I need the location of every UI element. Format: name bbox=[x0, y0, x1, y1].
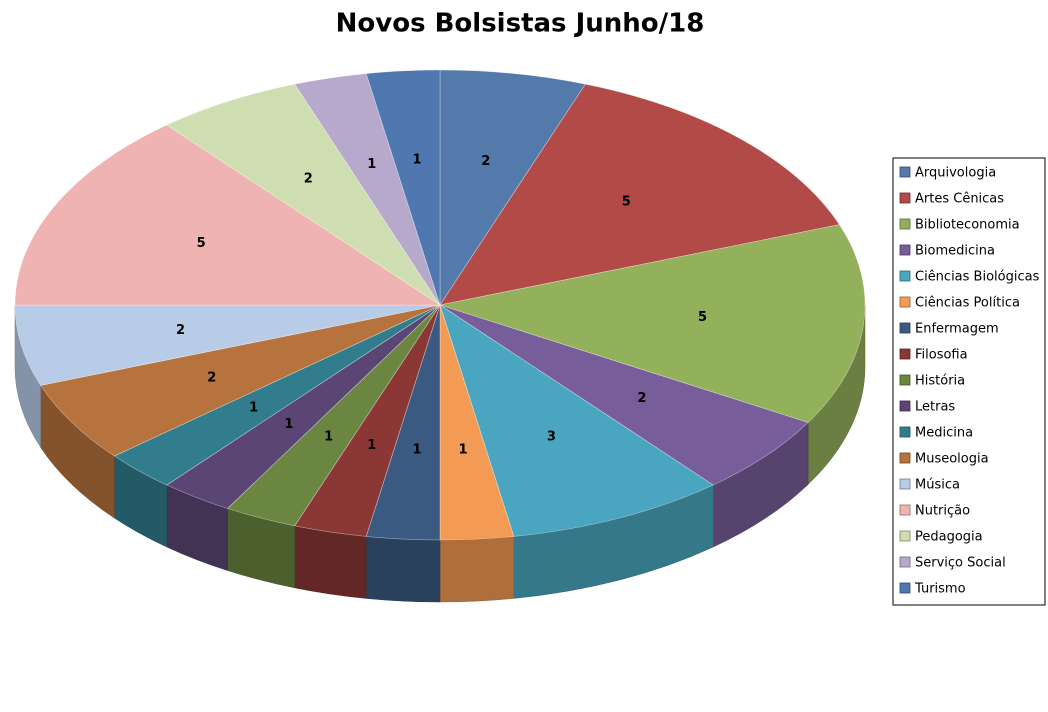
data-label: 3 bbox=[547, 430, 556, 445]
slice bbox=[438, 224, 866, 423]
slice bbox=[365, 69, 441, 306]
slice bbox=[166, 83, 441, 306]
slice bbox=[439, 304, 809, 486]
legend-key bbox=[899, 530, 911, 542]
slice-side bbox=[365, 536, 441, 603]
slice-side bbox=[439, 536, 515, 603]
legend-label: Medicina bbox=[915, 426, 973, 441]
legend-key bbox=[899, 374, 911, 386]
legend-label: Letras bbox=[915, 400, 955, 415]
data-labels: 2 5 5 2 3 1 1 1 1 1 1 2 2 5 2 1 1 bbox=[176, 152, 707, 457]
data-label: 1 bbox=[249, 401, 258, 416]
legend-label: Biblioteconomia bbox=[915, 218, 1020, 233]
legend-key bbox=[899, 244, 911, 256]
legend: Arquivologia Artes Cênicas Biblioteconomia… bbox=[899, 166, 1040, 597]
data-label: 1 bbox=[458, 443, 467, 458]
data-label: 2 bbox=[481, 154, 490, 169]
data-label: 1 bbox=[284, 417, 293, 432]
data-label: 1 bbox=[413, 443, 422, 458]
legend-key bbox=[899, 166, 911, 178]
data-label: 1 bbox=[367, 438, 376, 453]
slice-side bbox=[294, 525, 367, 599]
legend-label: História bbox=[915, 374, 965, 389]
legend-box bbox=[892, 157, 1046, 606]
legend-key bbox=[899, 192, 911, 204]
legend-label: Museologia bbox=[915, 452, 989, 467]
legend-label: Filosofia bbox=[915, 348, 968, 363]
legend-label: Nutrição bbox=[915, 504, 970, 519]
legend-label: Artes Cênicas bbox=[915, 192, 1004, 207]
legend-key bbox=[899, 478, 911, 490]
data-label: 5 bbox=[622, 194, 631, 209]
legend-key bbox=[899, 452, 911, 464]
legend-label: Turismo bbox=[914, 582, 966, 597]
legend-label: Biomedicina bbox=[915, 244, 995, 259]
legend-label: Pedagogia bbox=[915, 530, 983, 545]
data-label: 2 bbox=[637, 391, 646, 406]
slice bbox=[439, 304, 714, 537]
slice bbox=[40, 304, 441, 457]
data-label: 1 bbox=[367, 157, 376, 172]
data-label: 2 bbox=[176, 323, 185, 338]
slice bbox=[14, 304, 441, 386]
legend-key bbox=[899, 270, 911, 282]
legend-key bbox=[899, 348, 911, 360]
legend-key bbox=[899, 426, 911, 438]
slice bbox=[14, 124, 442, 306]
legend-label: Serviço Social bbox=[915, 556, 1006, 571]
data-label: 5 bbox=[197, 236, 206, 251]
legend-key bbox=[899, 400, 911, 412]
data-label: 1 bbox=[324, 430, 333, 445]
slice bbox=[439, 83, 840, 306]
data-label: 2 bbox=[207, 370, 216, 385]
data-label: 2 bbox=[304, 171, 313, 186]
legend-key bbox=[899, 296, 911, 308]
slice bbox=[439, 69, 586, 307]
legend-key bbox=[899, 504, 911, 516]
legend-label: Música bbox=[915, 478, 960, 493]
legend-label: Enfermagem bbox=[915, 322, 999, 337]
legend-key bbox=[899, 582, 911, 594]
chart-title: Novos Bolsistas Junho/18 bbox=[336, 9, 705, 39]
legend-label: Ciências Biológicas bbox=[915, 270, 1040, 285]
data-label: 1 bbox=[413, 152, 422, 167]
data-label: 5 bbox=[698, 310, 707, 325]
legend-key bbox=[899, 218, 911, 230]
legend-label: Arquivologia bbox=[915, 166, 996, 181]
legend-key bbox=[899, 556, 911, 568]
legend-key bbox=[899, 322, 911, 334]
pie-tops bbox=[14, 69, 866, 541]
legend-label: Ciências Política bbox=[915, 296, 1020, 311]
